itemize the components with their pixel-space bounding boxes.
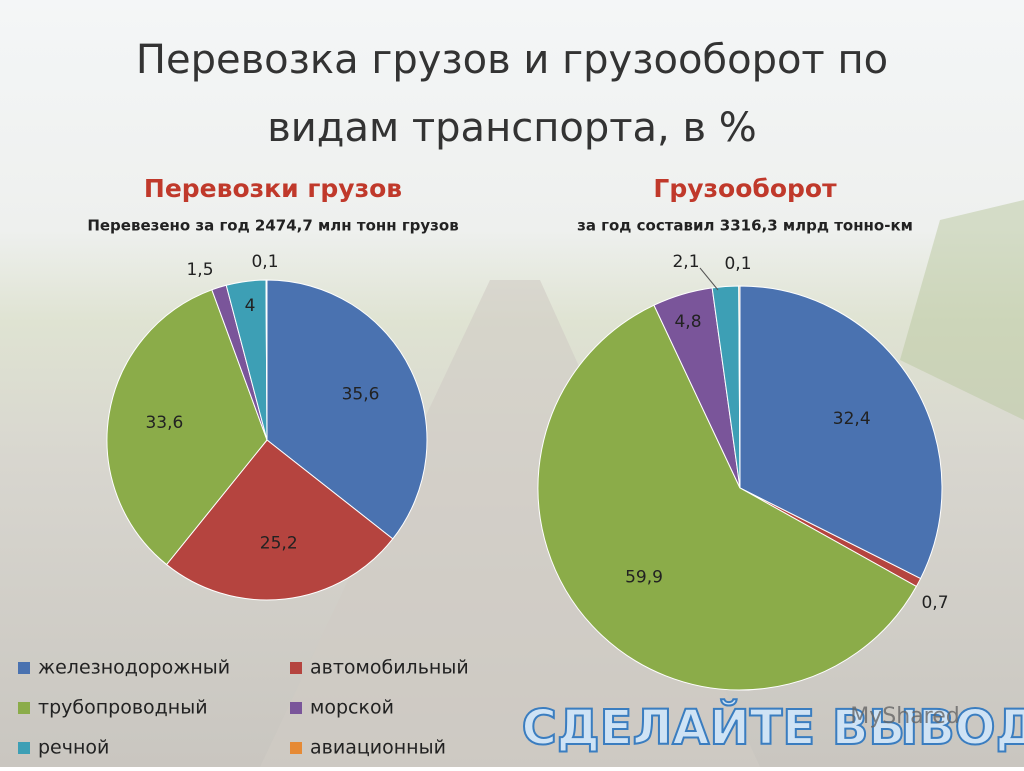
legend-swatch (18, 662, 30, 674)
data-label: 4 (245, 296, 256, 316)
legend-swatch (18, 702, 30, 714)
trees (900, 200, 1024, 420)
data-label: 59,9 (625, 568, 663, 588)
pie-slice (265, 279, 268, 441)
pie-slice (537, 304, 918, 691)
chart-title: Грузооборот (653, 174, 837, 203)
data-label: 4,8 (674, 312, 701, 332)
data-label: 0,1 (724, 254, 751, 274)
data-label: 35,6 (342, 385, 380, 405)
legend-swatch (290, 662, 302, 674)
legend-label: морской (310, 697, 394, 719)
chart-title: Перевозки грузов (144, 174, 402, 203)
pie-slice (266, 279, 428, 540)
leader-line (699, 267, 719, 291)
data-label: 0,7 (921, 593, 948, 613)
chart-subtitle: Перевезено за год 2474,7 млн тонн грузов (87, 217, 458, 235)
pie-slice (165, 439, 394, 601)
data-label: 25,2 (260, 533, 298, 553)
data-label: 0,1 (251, 252, 278, 272)
legend-swatch (290, 742, 302, 754)
legend-label: авиационный (310, 737, 446, 759)
slide-title: Перевозка грузов и грузооборот по видам т… (136, 37, 888, 151)
footer-text: СДЕЛАЙТЕ ВЫВОД (522, 699, 1024, 756)
legend-label: железнодорожный (38, 657, 230, 679)
pie-slice (106, 289, 268, 566)
data-label: 1,5 (186, 260, 213, 280)
legend-swatch (18, 742, 30, 754)
pie-slice (738, 285, 741, 489)
legend-label: трубопроводный (38, 697, 208, 719)
data-label: 33,6 (145, 413, 183, 433)
charts: Перевозки грузов Перевезено за год 2474,7… (18, 174, 949, 759)
legend-swatch (290, 702, 302, 714)
data-label: 32,4 (833, 409, 871, 429)
legend-label: речной (38, 737, 109, 759)
legend-label: автомобильный (310, 657, 469, 679)
data-label: 2,1 (672, 252, 699, 272)
chart-subtitle: за год составил 3316,3 млрд тонно-км (577, 217, 913, 235)
watermark: MyShared (850, 704, 959, 729)
pie-slice (739, 285, 943, 580)
